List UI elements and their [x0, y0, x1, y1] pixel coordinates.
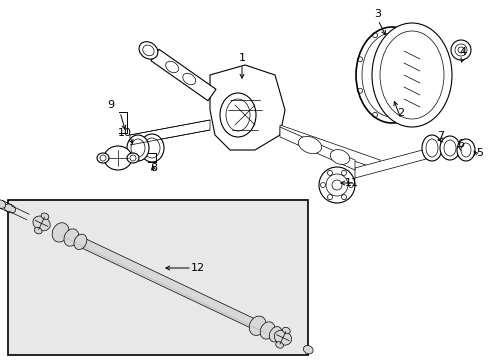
Text: 2: 2 [397, 108, 404, 118]
Ellipse shape [249, 316, 265, 336]
Ellipse shape [74, 234, 87, 249]
Ellipse shape [225, 99, 249, 131]
Ellipse shape [130, 155, 136, 161]
Text: 11: 11 [345, 178, 358, 188]
Ellipse shape [97, 153, 109, 163]
Bar [8, 200, 307, 355]
Text: 12: 12 [190, 263, 204, 273]
Ellipse shape [100, 155, 106, 161]
Ellipse shape [143, 138, 160, 158]
Ellipse shape [425, 139, 437, 157]
Circle shape [325, 174, 347, 196]
Ellipse shape [34, 228, 42, 234]
Ellipse shape [329, 150, 349, 165]
Ellipse shape [183, 73, 195, 85]
Ellipse shape [282, 327, 290, 334]
Ellipse shape [139, 42, 158, 59]
Ellipse shape [260, 322, 274, 339]
Ellipse shape [165, 61, 178, 73]
Text: 3: 3 [374, 9, 381, 19]
Ellipse shape [33, 216, 50, 231]
Polygon shape [151, 49, 216, 101]
Polygon shape [354, 148, 429, 178]
Ellipse shape [142, 45, 154, 56]
Ellipse shape [379, 31, 443, 119]
Ellipse shape [0, 200, 6, 208]
Polygon shape [60, 229, 268, 334]
Ellipse shape [4, 204, 16, 213]
Ellipse shape [303, 346, 312, 354]
Ellipse shape [443, 140, 455, 156]
Text: 5: 5 [475, 148, 483, 158]
Polygon shape [209, 65, 285, 150]
Polygon shape [280, 125, 379, 170]
Ellipse shape [41, 213, 49, 219]
Text: 6: 6 [457, 139, 464, 149]
Ellipse shape [127, 135, 149, 161]
Ellipse shape [64, 229, 79, 246]
Text: 8: 8 [150, 163, 157, 173]
Text: 7: 7 [437, 131, 444, 141]
Polygon shape [130, 120, 209, 145]
Ellipse shape [220, 93, 256, 137]
Circle shape [450, 40, 470, 60]
Ellipse shape [298, 136, 321, 154]
Ellipse shape [140, 134, 163, 162]
Ellipse shape [456, 139, 474, 161]
Text: 4: 4 [459, 47, 466, 57]
Ellipse shape [460, 143, 470, 157]
Ellipse shape [127, 153, 139, 163]
Ellipse shape [104, 146, 132, 170]
Ellipse shape [131, 139, 145, 157]
Text: 1: 1 [238, 53, 245, 63]
Text: 10: 10 [118, 128, 132, 138]
Ellipse shape [371, 23, 451, 127]
Ellipse shape [269, 327, 282, 342]
Ellipse shape [421, 135, 441, 161]
Ellipse shape [274, 330, 291, 345]
Circle shape [454, 44, 466, 56]
Polygon shape [280, 127, 354, 170]
Text: 9: 9 [107, 100, 114, 110]
Ellipse shape [275, 342, 283, 348]
Ellipse shape [439, 136, 459, 160]
Circle shape [318, 167, 354, 203]
Ellipse shape [52, 223, 69, 242]
